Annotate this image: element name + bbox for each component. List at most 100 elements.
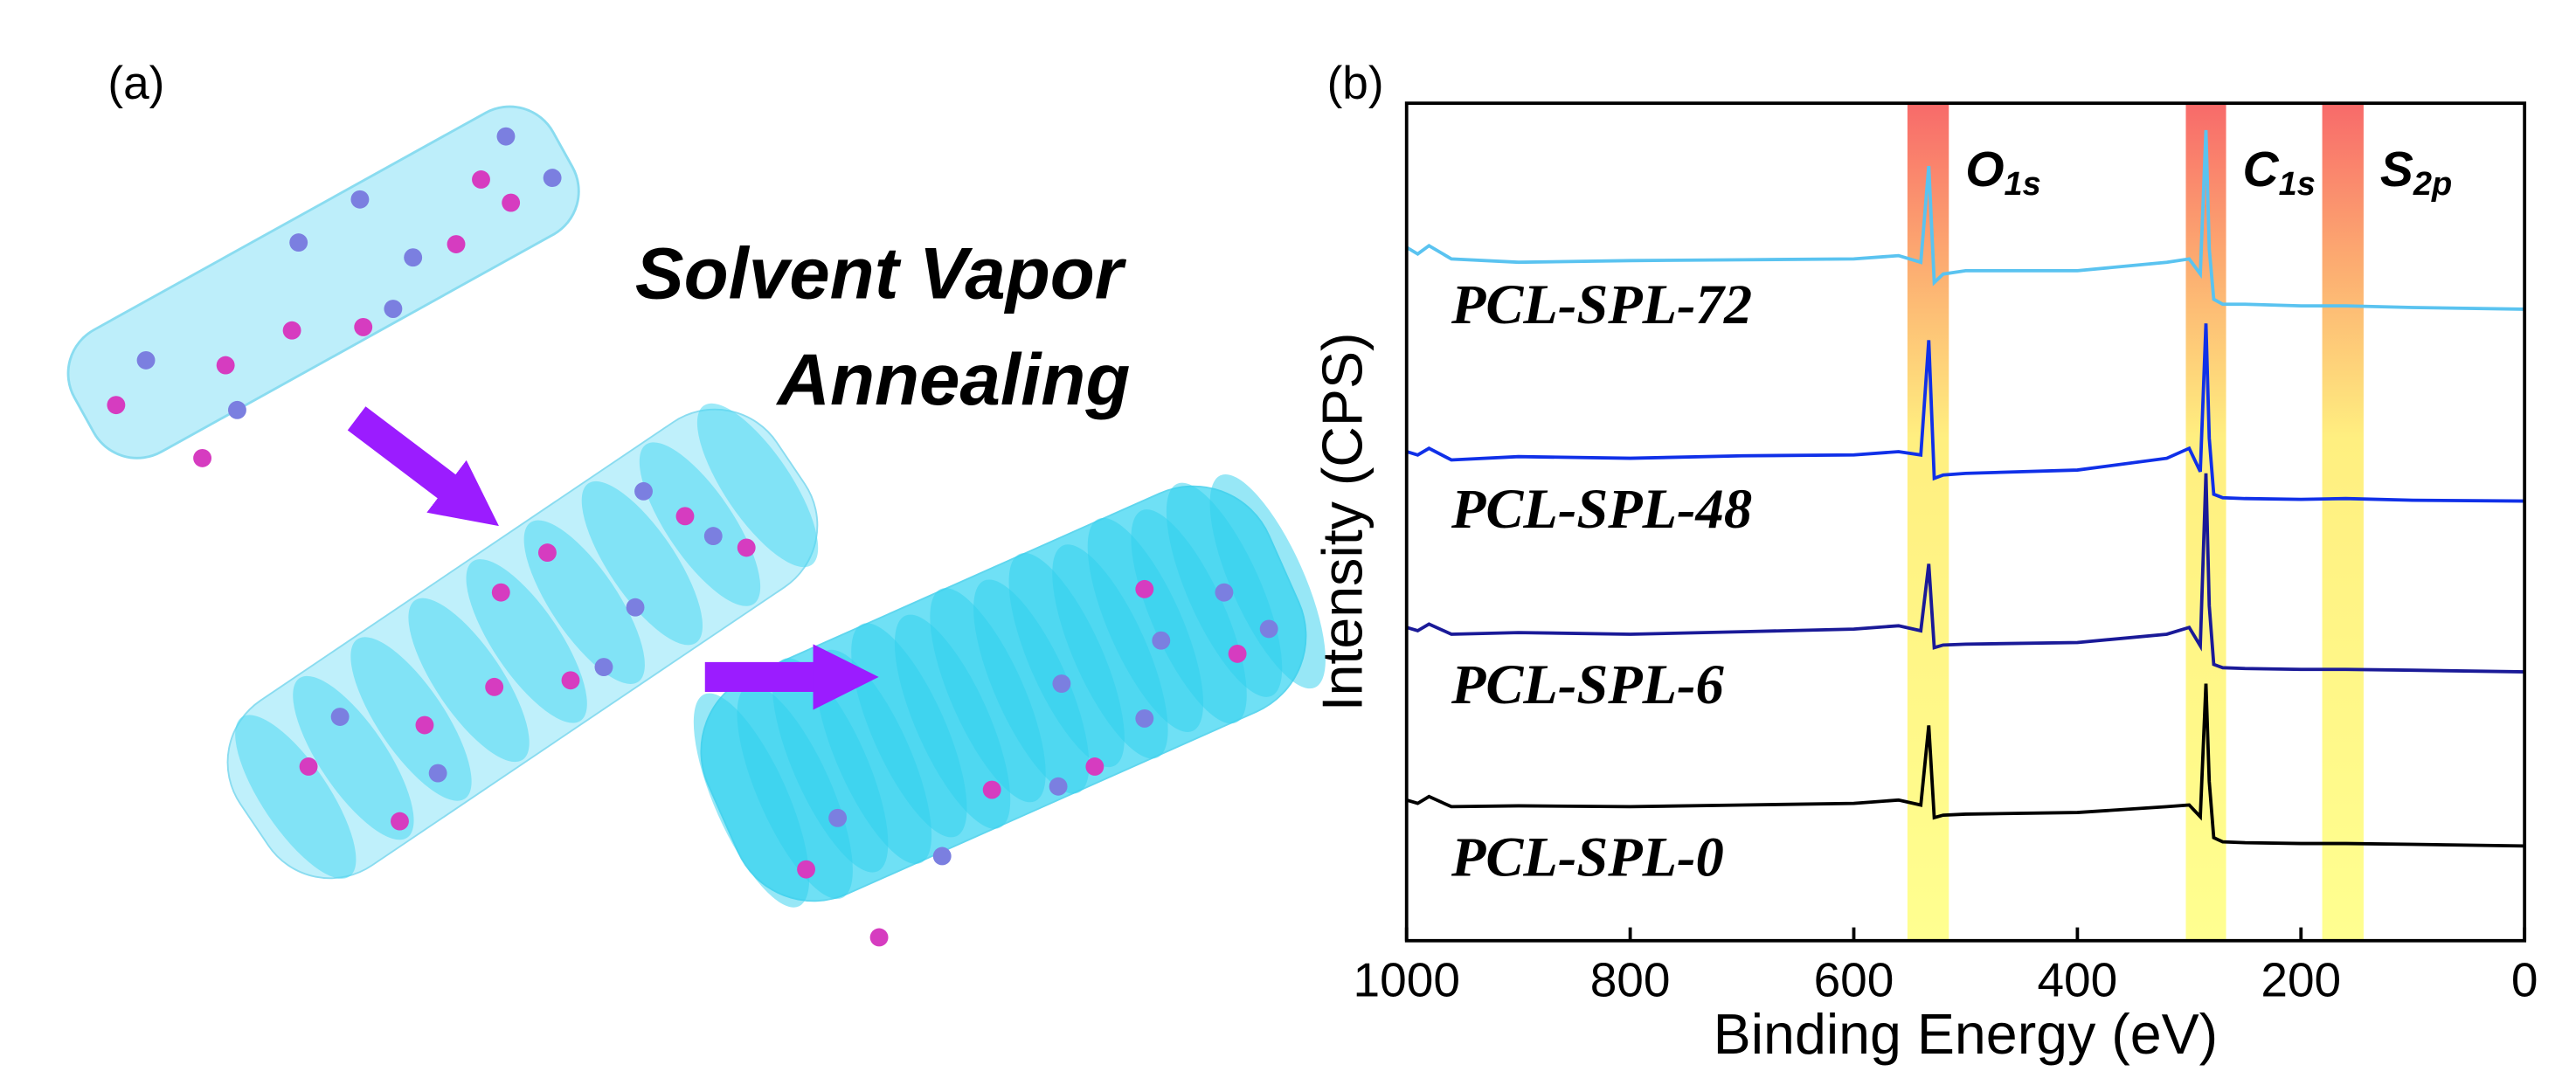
particle (543, 169, 562, 188)
particle (1228, 644, 1247, 663)
series-label: PCL-SPL-72 (1451, 273, 1752, 335)
particle (415, 715, 434, 735)
particle (1215, 583, 1234, 602)
texture (693, 693, 810, 908)
band-label-sub: 2p (2413, 166, 2452, 203)
particle (1052, 674, 1071, 693)
particle (626, 598, 645, 617)
caption: Solvent Vapor (635, 232, 1127, 314)
texture (1087, 517, 1204, 732)
texture (235, 715, 357, 879)
particle (502, 193, 521, 212)
particle (1135, 708, 1154, 728)
particle (354, 317, 373, 336)
particle (797, 860, 815, 879)
particle (675, 507, 695, 526)
x-tick-label: 200 (2261, 953, 2341, 1007)
particle (216, 356, 235, 375)
x-tick-label: 0 (2511, 953, 2538, 1007)
particle (107, 396, 126, 415)
texture (293, 675, 414, 840)
particle (1085, 757, 1104, 776)
chart: O1s C1s S2pPCL-SPL-72PCL-SPL-48PCL-SPL-6PC… (1311, 101, 2538, 1066)
band-label-main: O (1965, 142, 2004, 197)
x-tick-label: 1000 (1354, 953, 1460, 1007)
particles (107, 127, 1278, 947)
band-label-sub: 1s (2279, 166, 2316, 203)
particle (491, 583, 510, 602)
arrow (347, 406, 499, 527)
x-tick-label: 600 (1814, 953, 1894, 1007)
band (2322, 103, 2364, 941)
particle (282, 321, 301, 340)
series-label: PCL-SPL-0 (1451, 826, 1724, 888)
particle (561, 671, 580, 690)
y-axis-label: Intensity (CPS) (1311, 333, 1374, 712)
panel-label: (b) (1327, 58, 1384, 109)
texture (772, 658, 889, 873)
particle (136, 350, 156, 370)
texture (1008, 552, 1125, 768)
particle (594, 658, 613, 677)
texture (737, 684, 853, 900)
particle (982, 780, 1001, 799)
panel-label: (a) (107, 58, 164, 109)
texture (894, 614, 1011, 829)
spectrum (1406, 473, 2525, 674)
texture (696, 403, 819, 568)
particle (1152, 631, 1171, 650)
caption: Annealing (776, 338, 1131, 420)
cylinder (226, 403, 819, 880)
particle (299, 757, 318, 776)
particle (1135, 579, 1154, 598)
particle (193, 448, 212, 467)
particle (228, 400, 246, 419)
particle (350, 190, 370, 209)
particle (391, 812, 409, 831)
particle (428, 764, 447, 783)
particle (932, 847, 952, 866)
particle (404, 248, 423, 267)
series-label: PCL-SPL-48 (1451, 477, 1752, 540)
texture (1052, 544, 1168, 759)
particle (537, 543, 557, 563)
particle (1049, 777, 1068, 796)
spectrum (1406, 683, 2525, 848)
texture (408, 598, 530, 763)
particle (703, 527, 723, 546)
band-label-main: S (2380, 142, 2413, 197)
texture (930, 588, 1046, 803)
x-tick-label: 400 (2037, 953, 2117, 1007)
particle (485, 677, 504, 696)
series-label: PCL-SPL-6 (1451, 653, 1725, 715)
particle (289, 233, 308, 252)
spectrum (1406, 323, 2525, 503)
x-tick-label: 800 (1590, 953, 1671, 1007)
texture (350, 637, 472, 801)
plot-frame (1404, 101, 2527, 943)
particle (869, 928, 889, 947)
band-label: C1s (2243, 142, 2316, 203)
particle (472, 170, 490, 189)
spectrum (1405, 129, 2525, 311)
texture (973, 579, 1090, 794)
band-label: O1s (1965, 142, 2041, 203)
band-label: S2p (2380, 142, 2452, 203)
particle (447, 235, 466, 253)
particle (1259, 619, 1278, 639)
cylinder (693, 474, 1326, 908)
particle (634, 481, 653, 501)
texture (581, 480, 703, 646)
texture (523, 520, 645, 684)
texture (1209, 474, 1326, 689)
x-axis-label: Binding Energy (eV) (1714, 1003, 2219, 1066)
texture (639, 442, 761, 606)
texture (1131, 509, 1247, 724)
band (1907, 103, 1949, 941)
texture (851, 623, 967, 838)
cylinder (66, 105, 580, 460)
particle (384, 300, 403, 318)
band-label-main: C (2243, 142, 2280, 197)
